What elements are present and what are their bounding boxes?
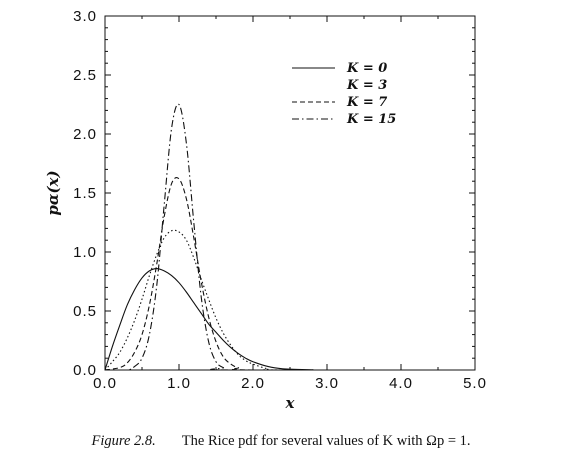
series-line-k0 xyxy=(104,267,475,371)
legend: K = 0 K = 3 K = 7 K = 15 xyxy=(292,61,396,127)
figure-number: Figure 2.8. xyxy=(91,433,156,449)
legend-entry: K = 3 xyxy=(346,78,387,93)
y-tick-label: 0.5 xyxy=(73,303,97,320)
y-axis-label: pα(x) xyxy=(44,170,62,215)
series-lines xyxy=(104,103,475,371)
y-tick-label: 2.0 xyxy=(73,126,97,143)
legend-entry: K = 15 xyxy=(346,112,396,127)
rice-pdf-chart: 0.0 1.0 2.0 3.0 4.0 5.00.00.51.01.52.02.53.0 … xyxy=(44,8,487,412)
series-line-k7 xyxy=(104,177,475,371)
caption-text: The Rice pdf for several values of K wit… xyxy=(181,433,471,449)
y-tick-label: 2.5 xyxy=(73,67,97,84)
axis-tick-labels: 0.0 1.0 2.0 3.0 4.0 5.0 0.0 0.5 1.0 1.5 2.0 2.5 3.0 xyxy=(73,8,487,392)
x-tick-label: 4.0 xyxy=(389,375,413,392)
series-line-k3 xyxy=(104,229,475,371)
axis-ticks xyxy=(104,15,476,371)
plot-frame xyxy=(104,15,476,371)
legend-entry: K = 7 xyxy=(346,95,387,110)
figure-caption: Figure 2.8. The Rice pdf for several valu… xyxy=(0,433,562,450)
x-tick-label: 0.0 xyxy=(93,375,117,392)
legend-entry: K = 0 xyxy=(346,61,387,76)
x-axis-label: x xyxy=(285,394,296,412)
series-line-k15 xyxy=(104,103,475,371)
y-tick-label: 3.0 xyxy=(73,8,97,25)
x-tick-label: 3.0 xyxy=(315,375,339,392)
y-tick-label: 1.0 xyxy=(73,244,97,261)
y-tick-label: 1.5 xyxy=(73,185,97,202)
x-tick-label: 1.0 xyxy=(167,375,191,392)
y-tick-label: 0.0 xyxy=(73,362,97,379)
x-tick-label: 2.0 xyxy=(241,375,265,392)
x-tick-label: 5.0 xyxy=(463,375,487,392)
